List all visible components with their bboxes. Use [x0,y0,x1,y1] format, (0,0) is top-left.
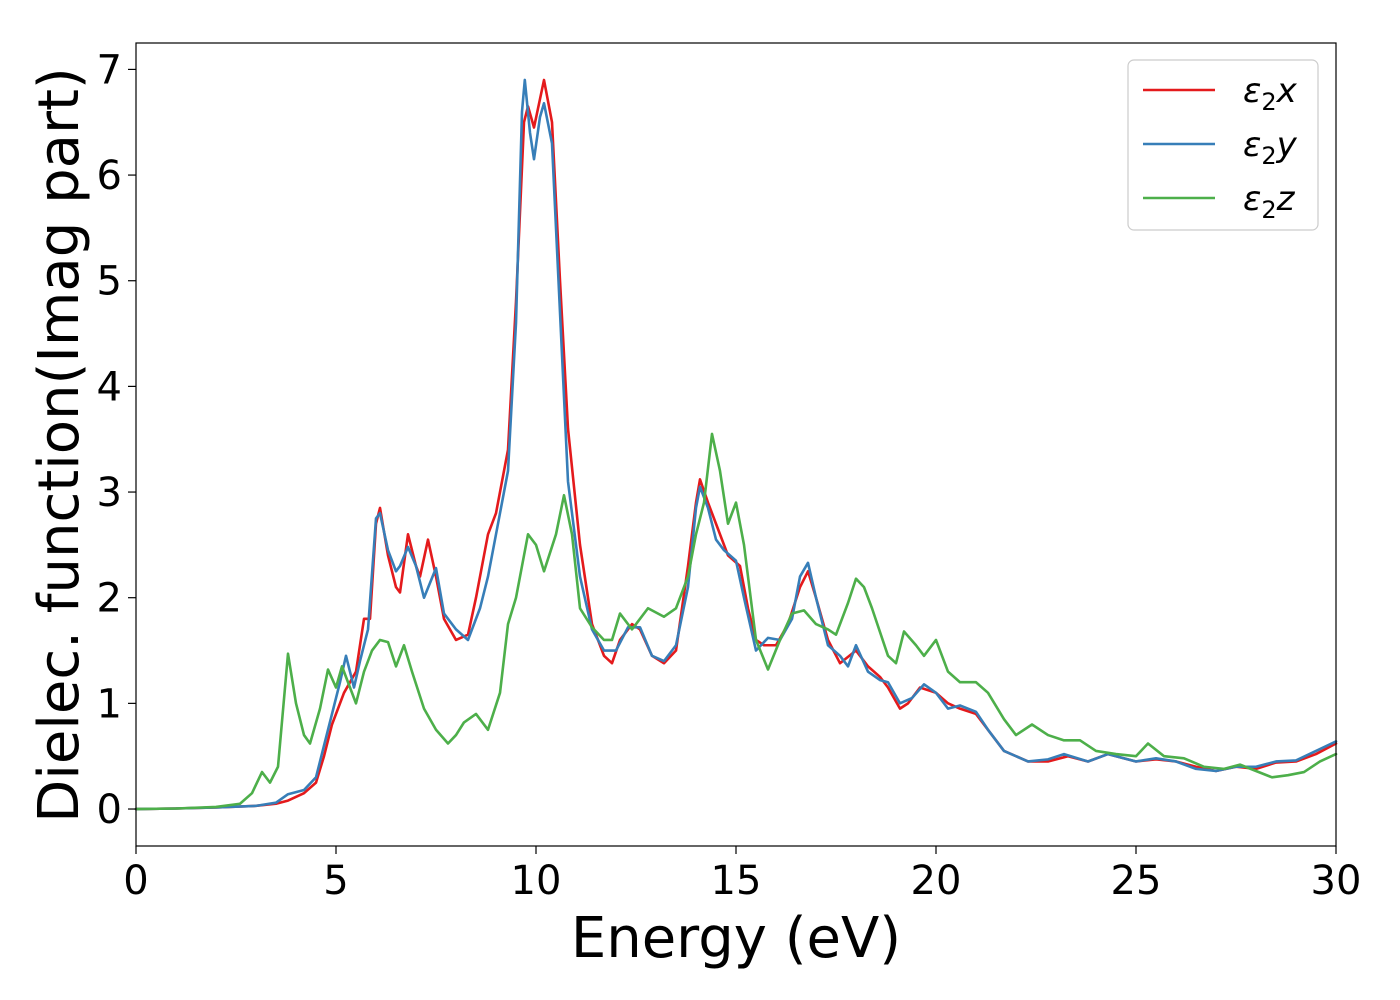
y-tick-label: 7 [97,47,122,93]
x-tick-label: 10 [511,858,562,904]
legend-box [1127,59,1319,231]
legend: ε2x ε2y ε2z [1127,59,1319,231]
y-tick-label: 3 [97,470,122,516]
x-tick-label: 0 [123,858,148,904]
x-tick-label: 15 [711,858,762,904]
x-tick-label: 5 [323,858,348,904]
legend-label-x: ε2x [1243,71,1298,116]
x-tick-label: 25 [1111,858,1162,904]
x-axis-title: Energy (eV) [571,906,901,971]
y-tick-label: 5 [97,259,122,305]
series-line-z [134,432,1338,811]
y-tick-label: 2 [97,576,122,622]
legend-label-y: ε2y [1243,125,1298,170]
y-axis-ticks: 0 1 2 3 4 5 6 7 [97,47,136,833]
legend-label-z: ε2z [1243,179,1296,224]
legend-items: ε2x ε2y ε2z [1143,71,1298,224]
series-layer [134,78,1338,811]
y-axis-title: Dielec. function(Imag part) [27,67,92,823]
series-line-y [134,78,1338,811]
x-axis-ticks: 0 5 10 15 20 25 30 [123,846,1361,904]
y-tick-label: 4 [97,364,122,410]
y-tick-label: 0 [97,787,122,833]
y-tick-label: 1 [97,681,122,727]
y-tick-label: 6 [97,153,122,199]
x-tick-label: 20 [911,858,962,904]
x-tick-label: 30 [1311,858,1362,904]
